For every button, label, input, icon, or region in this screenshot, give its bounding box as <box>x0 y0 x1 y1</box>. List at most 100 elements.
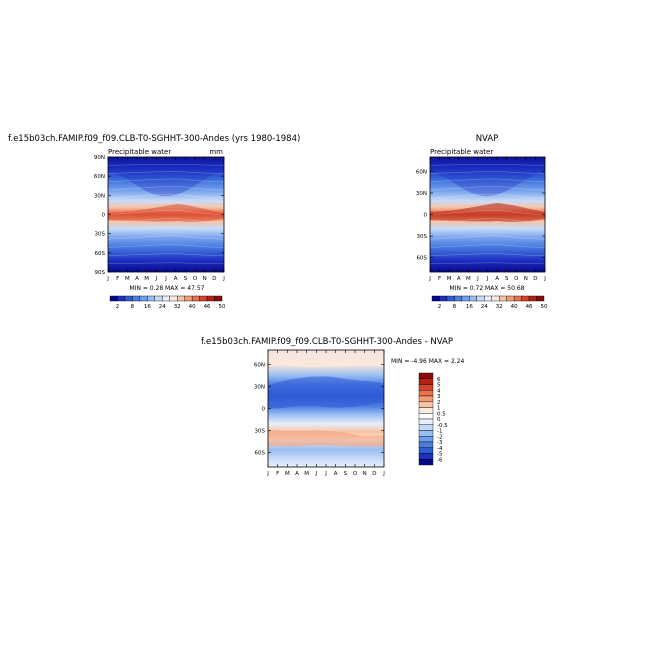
x-tick-label: A <box>295 471 299 477</box>
colorbar-label: -2 <box>437 434 442 440</box>
panel-b-minmax: MIN = 0.72 MAX = 50.68 <box>450 285 525 292</box>
colorbar-swatch <box>484 295 492 302</box>
x-tick-label: M <box>304 471 309 477</box>
colorbar-swatch <box>506 295 515 302</box>
colorbar-swatch <box>536 295 545 302</box>
x-tick-label: J <box>266 471 269 477</box>
colorbar-swatch <box>461 295 470 302</box>
colorbar-label: 2 <box>438 304 442 310</box>
y-tick-label: 0 <box>424 213 428 219</box>
colorbar-swatch <box>418 430 434 437</box>
colorbar-label: -5 <box>437 452 443 458</box>
contour-line <box>107 164 225 166</box>
panel-b-title: NVAP <box>476 134 499 144</box>
panel-b-north-band <box>430 157 545 196</box>
x-tick-label: S <box>505 276 509 282</box>
y-tick-label: 30S <box>95 232 106 238</box>
y-tick-label: 60N <box>254 363 265 369</box>
panel-c-positive-band <box>268 430 384 447</box>
colorbar-swatch <box>418 424 434 431</box>
colorbar-swatch <box>476 295 485 302</box>
colorbar-swatch <box>206 295 215 302</box>
colorbar-swatch <box>491 295 500 302</box>
contour-line <box>429 209 546 215</box>
y-tick-label: 90S <box>95 270 106 276</box>
colorbar-swatch <box>418 436 434 443</box>
contour-line <box>429 253 546 256</box>
y-tick-label: 30N <box>254 385 265 391</box>
colorbar-swatch <box>418 378 434 385</box>
contour-line <box>107 209 225 215</box>
y-tick-label: 0 <box>102 213 106 219</box>
colorbar-label: 0 <box>437 417 441 423</box>
colorbar-label: 32 <box>496 304 503 310</box>
colorbar-label: 16 <box>144 304 151 310</box>
contour-line <box>107 235 225 240</box>
x-tick-label: J <box>486 276 489 282</box>
contour-line <box>107 262 225 265</box>
contour-line <box>429 193 546 199</box>
contour-line <box>429 218 546 223</box>
contour-line <box>429 178 546 182</box>
colorbar-label: 3 <box>437 394 441 400</box>
x-tick-label: A <box>495 276 499 282</box>
x-tick-label: S <box>344 471 348 477</box>
contour-line <box>429 201 546 207</box>
colorbar-swatch <box>109 295 118 302</box>
x-tick-label: M <box>144 276 149 282</box>
panel-b-contours <box>429 164 546 265</box>
colorbar-swatch <box>528 295 537 302</box>
colorbar-swatch <box>499 295 507 302</box>
colorbar-label: 24 <box>159 304 166 310</box>
colorbar-swatch <box>214 295 223 302</box>
x-tick-label: F <box>116 276 119 282</box>
x-tick-label: J <box>476 276 479 282</box>
panel-a-title: f.e15b03ch.FAMIP.f09_f09.CLB-T0-SGHHT-30… <box>8 134 300 144</box>
colorbar-swatch <box>431 295 440 302</box>
colorbar-label: 24 <box>481 304 488 310</box>
colorbar-label: 5 <box>437 383 441 389</box>
contour-line <box>429 244 546 248</box>
colorbar-label: 50 <box>541 304 548 310</box>
colorbar-swatch <box>454 295 463 302</box>
x-tick-label: J <box>164 276 167 282</box>
y-tick-label: 60S <box>255 450 266 456</box>
colorbar-swatch <box>418 413 434 420</box>
x-tick-label: N <box>203 276 207 282</box>
colorbar-label: -4 <box>437 446 443 452</box>
x-tick-label: A <box>334 471 338 477</box>
x-tick-label: O <box>353 471 358 477</box>
colorbar-swatch <box>169 295 178 302</box>
panel-a-north-band <box>108 157 224 196</box>
panel-c-negative-band <box>268 376 384 409</box>
x-tick-label: J <box>106 276 109 282</box>
panel-c-y-axis: 60N 30N 0 30S 60S <box>254 363 384 456</box>
contour-line <box>107 218 225 223</box>
x-tick-label: N <box>363 471 367 477</box>
panel-a-subtitle: Precipitable water <box>108 148 171 156</box>
colorbar-swatch <box>418 401 434 408</box>
contour-line <box>107 226 225 232</box>
colorbar-swatch <box>199 295 208 302</box>
x-tick-label: A <box>135 276 139 282</box>
colorbar-label: 0.5 <box>437 411 446 417</box>
colorbar-swatch <box>418 390 434 397</box>
contour-line <box>107 244 225 248</box>
contour-line <box>107 253 225 256</box>
panel-a-contours <box>107 164 225 265</box>
x-tick-label: A <box>174 276 178 282</box>
colorbar-label: 2 <box>437 400 441 406</box>
colorbar-swatch <box>418 407 434 414</box>
colorbar-swatch <box>176 295 185 302</box>
y-tick-label: 0 <box>262 407 266 413</box>
colorbar-swatch <box>132 295 141 302</box>
panel-a-maximum-band <box>108 204 224 222</box>
colorbar-swatch <box>184 295 193 302</box>
colorbar-swatch <box>418 372 434 379</box>
y-tick-label: 90N <box>94 155 105 161</box>
colorbar-label: -1 <box>437 429 442 435</box>
